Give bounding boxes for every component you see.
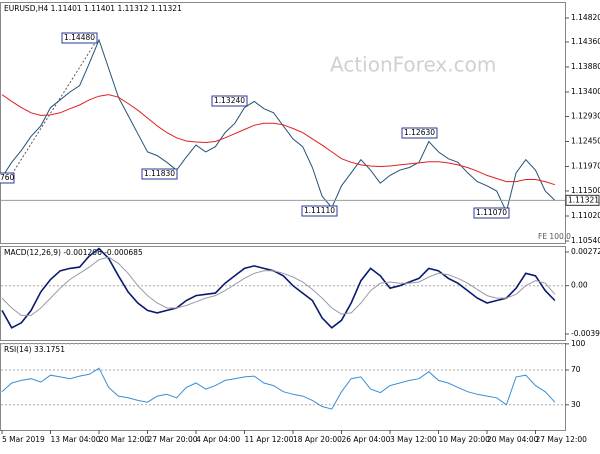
annotation: 1.12630 — [404, 128, 435, 137]
x-tick-label: 27 May 12:00 — [536, 435, 588, 444]
panel-borders — [0, 2, 566, 431]
annotation-box — [473, 207, 510, 219]
y-tick-label: 1.10540 — [571, 236, 600, 245]
panel-title: EURUSD,H4 1.11401 1.11401 1.11312 1.1132… — [4, 4, 182, 13]
last-price-label: 1.11321 — [568, 195, 599, 204]
x-tick-label: 3 May 12:00 — [390, 435, 437, 444]
price-panel — [0, 2, 566, 244]
y-tick-label: 1.12930 — [571, 111, 600, 120]
y-tick-label: 1.13400 — [571, 87, 600, 96]
y-tick-label: 1.12450 — [571, 136, 600, 145]
annotation: 1.14480 — [64, 33, 95, 42]
annotation-box — [401, 127, 438, 139]
x-tick-label: 18 Apr 20:00 — [293, 435, 342, 444]
annotation-box — [211, 95, 248, 107]
y-tick-label: -0.003905 — [571, 329, 600, 338]
panel-title: MACD(12,26,9) -0.001206 -0.000685 — [4, 248, 143, 257]
y-tick-label: 1.11020 — [571, 211, 600, 220]
series-line — [1, 94, 556, 186]
annotation-box — [61, 32, 98, 44]
annotation: 1.11830 — [144, 169, 175, 178]
last-price-box — [565, 194, 600, 206]
annotation: FE 100.0 — [538, 232, 571, 241]
x-tick-label: 10 May 20:00 — [439, 435, 491, 444]
fib-line — [11, 39, 98, 175]
y-tick-label: 30 — [571, 400, 581, 409]
x-tick-label: 20 May 04:00 — [487, 435, 539, 444]
watermark: ActionForex.com — [330, 53, 496, 77]
y-tick-label: 1.14360 — [571, 37, 600, 46]
x-tick-label: 20 Mar 12:00 — [99, 435, 149, 444]
series-line — [1, 38, 556, 214]
annotation-box — [301, 205, 338, 217]
y-tick-label: 1.14820 — [571, 13, 600, 22]
annotation-box — [0, 172, 15, 184]
annotation: 760 — [0, 173, 15, 182]
macd-panel — [0, 246, 566, 341]
x-tick-label: 26 Apr 04:00 — [342, 435, 391, 444]
annotation: 1.11110 — [304, 206, 335, 215]
y-tick-label: 1.13880 — [571, 62, 600, 71]
series-line — [1, 247, 556, 329]
annotation: 1.13240 — [214, 96, 245, 105]
x-tick-label: 4 Apr 04:00 — [196, 435, 240, 444]
y-tick-label: 0.00 — [571, 281, 588, 290]
annotation-box — [141, 168, 178, 180]
y-tick-label: 0.002723 — [571, 247, 600, 256]
y-tick-label: 70 — [571, 365, 581, 374]
x-tick-label: 13 Mar 04:00 — [51, 435, 101, 444]
series-line — [1, 256, 556, 316]
x-tick-label: 11 Apr 12:00 — [245, 435, 294, 444]
series-line — [1, 367, 556, 410]
panel-title: RSI(14) 33.1751 — [4, 345, 65, 354]
x-tick-label: 5 Mar 2019 — [2, 435, 45, 444]
annotation: 1.11070 — [476, 208, 507, 217]
x-tick-label: 27 Mar 20:00 — [148, 435, 198, 444]
rsi-panel — [0, 343, 566, 431]
y-tick-label: 1.11500 — [571, 186, 600, 195]
y-tick-label: 1.11970 — [571, 162, 600, 171]
y-tick-label: 100 — [571, 339, 586, 348]
